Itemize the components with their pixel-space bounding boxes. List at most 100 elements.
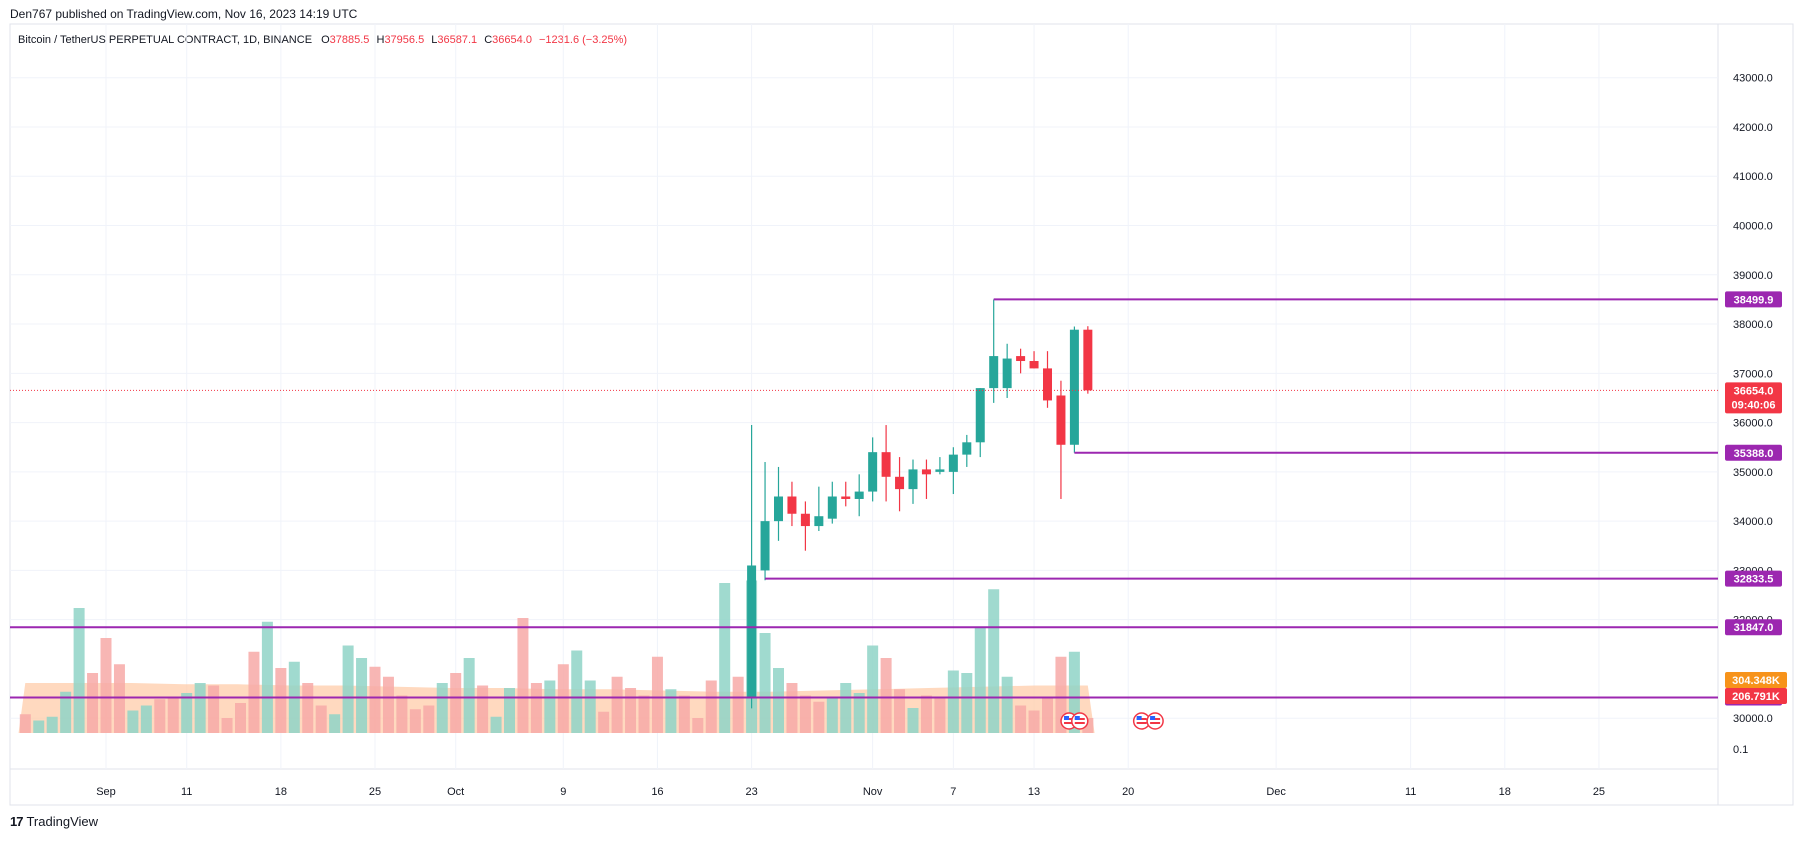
volume-bar xyxy=(880,658,892,733)
volume-bar xyxy=(826,698,838,733)
level-badge xyxy=(1725,619,1782,636)
symbol-name[interactable]: Bitcoin / TetherUS PERPETUAL CONTRACT, 1… xyxy=(18,34,313,46)
candle-body xyxy=(760,521,770,571)
us-flag-icon-canton xyxy=(1136,716,1142,720)
us-flag-icon-stripe xyxy=(1074,722,1085,724)
volume-last-label: 206.791K xyxy=(1732,691,1780,703)
volume-bar xyxy=(100,638,112,733)
y-tick-label: 41000.0 xyxy=(1733,171,1773,183)
volume-bar xyxy=(409,709,421,733)
y-tick-label: 43000.0 xyxy=(1733,73,1773,85)
candle-body xyxy=(975,388,985,443)
volume-bar xyxy=(369,666,381,733)
x-tick-label: 25 xyxy=(1593,786,1605,798)
volume-bar xyxy=(934,698,946,733)
volume-bar xyxy=(450,673,462,733)
x-tick-label: Nov xyxy=(863,786,883,798)
candle-body xyxy=(868,452,878,492)
volume-bar xyxy=(463,658,475,733)
volume-bar xyxy=(638,695,650,733)
volume-bar xyxy=(140,705,152,733)
volume-bar xyxy=(557,664,569,733)
volume-bar xyxy=(221,718,233,733)
y-tick-label: 38000.0 xyxy=(1733,319,1773,331)
candle-body xyxy=(935,469,945,472)
candle-body xyxy=(827,496,837,519)
volume-bar xyxy=(544,680,556,733)
x-tick-label: 13 xyxy=(1028,786,1040,798)
volume-bar xyxy=(907,708,919,733)
level-badge-label: 32833.5 xyxy=(1734,574,1774,586)
candle-body xyxy=(895,476,905,490)
last-price-badge xyxy=(1725,382,1782,414)
volume-bar xyxy=(275,668,287,733)
event-icon-canton xyxy=(1064,716,1070,720)
volume-bar xyxy=(517,618,529,733)
volume-bar xyxy=(396,695,408,733)
volume-bar xyxy=(759,633,771,733)
volume-bar xyxy=(302,683,314,733)
high-label: H xyxy=(376,34,385,46)
level-badge xyxy=(1725,291,1782,308)
volume-ma-area xyxy=(18,683,1095,733)
volume-bar xyxy=(571,650,583,733)
volume-bar xyxy=(665,689,677,733)
volume-bar xyxy=(477,685,489,733)
volume-bar xyxy=(651,656,663,733)
candle-body xyxy=(814,516,824,527)
volume-bar xyxy=(611,676,623,733)
us-flag-icon xyxy=(1146,712,1164,730)
volume-bar xyxy=(1055,656,1067,733)
x-tick-label: 23 xyxy=(745,786,757,798)
volume-bar xyxy=(490,716,502,733)
volume-bar xyxy=(33,720,45,733)
y-tick-label: 37000.0 xyxy=(1733,368,1773,380)
published-header: Den767 published on TradingView.com, Nov… xyxy=(10,7,358,21)
volume-last-badge xyxy=(1725,688,1787,704)
y-tick-label: 40000.0 xyxy=(1733,221,1773,233)
volume-ma-badge xyxy=(1725,672,1787,688)
x-tick-label: Oct xyxy=(447,786,464,798)
brand-name: TradingView xyxy=(26,814,99,829)
volume-bar xyxy=(678,695,690,733)
candle-body xyxy=(841,496,851,499)
high-value: 37956.5 xyxy=(384,34,425,46)
volume-bar xyxy=(692,718,704,733)
open-value: 37885.5 xyxy=(329,34,370,46)
volume-bar xyxy=(194,683,206,733)
level-badge-label: 35388.0 xyxy=(1734,448,1774,460)
volume-ma-label: 304.348K xyxy=(1732,675,1780,687)
x-tick-label: 11 xyxy=(1405,786,1416,798)
volume-bar xyxy=(127,710,139,733)
us-flag-icon-canton xyxy=(1074,716,1080,720)
volume-bar xyxy=(87,673,99,733)
change-value: −1231.6 (−3.25%) xyxy=(539,34,628,46)
volume-bar xyxy=(584,680,596,733)
volume-bar xyxy=(181,693,193,733)
tradingview-logo-icon: 17 xyxy=(10,814,24,829)
volume-bar xyxy=(1068,651,1080,733)
volume-bar xyxy=(154,699,166,733)
volume-bar xyxy=(598,711,610,733)
volume-bar xyxy=(705,680,717,733)
volume-bar xyxy=(19,714,31,733)
x-tick-label: 7 xyxy=(950,786,956,798)
candle-body xyxy=(881,452,891,477)
candle-body xyxy=(908,469,918,490)
candle-body xyxy=(1056,395,1066,445)
volume-bar xyxy=(625,688,637,733)
event-icon-stripe xyxy=(1064,722,1075,724)
volume-bar xyxy=(974,626,986,733)
volume-bar xyxy=(60,691,72,733)
volume-bar xyxy=(235,703,246,733)
low-label: L xyxy=(431,34,438,46)
x-tick-label: 20 xyxy=(1122,786,1134,798)
volume-bar xyxy=(261,621,273,733)
x-tick-label: Dec xyxy=(1266,786,1286,798)
volume-bar xyxy=(436,683,448,733)
low-value: 36587.1 xyxy=(437,34,478,46)
volume-bar xyxy=(799,695,811,733)
volume-bar xyxy=(73,608,85,733)
x-tick-label: 18 xyxy=(275,786,287,798)
